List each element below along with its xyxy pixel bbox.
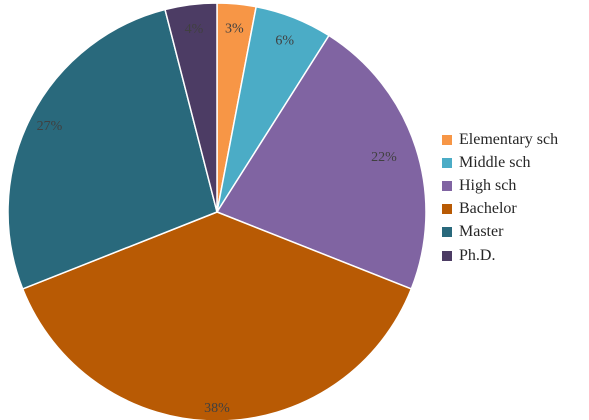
legend-swatch (442, 180, 452, 191)
legend-swatch (442, 134, 452, 145)
chart-legend: Elementary sch Middle sch High sch Bachelor… (442, 128, 558, 267)
legend-swatch (442, 157, 452, 168)
legend-label: Master (459, 223, 504, 241)
pie-slice-bachelor (21, 211, 413, 420)
pie-slice-high-sch (215, 34, 427, 290)
legend-label: Elementary sch (459, 130, 559, 148)
legend-item: Ph.D. (442, 244, 558, 267)
legend-item: Middle sch (442, 151, 558, 174)
data-label-high-sch: 22% (371, 150, 397, 165)
pie-slices (7, 2, 427, 420)
legend-label: Ph.D. (459, 246, 496, 264)
data-label-master: 27% (37, 119, 63, 134)
legend-item: Master (442, 221, 558, 244)
data-label-ph-d: 4% (185, 22, 204, 37)
pie-slice-ph-d (164, 2, 218, 213)
legend-item: Elementary sch (442, 128, 558, 151)
legend-label: High sch (459, 176, 517, 194)
legend-label: Bachelor (459, 200, 517, 218)
legend-swatch (442, 250, 452, 261)
legend-swatch (442, 227, 452, 238)
pie-data-labels: 3% 6% 22% 38% 27% 4% (37, 21, 398, 415)
pie-slice-master (7, 8, 218, 290)
data-label-middle-sch: 6% (275, 33, 294, 48)
data-label-elementary-sch: 3% (225, 21, 244, 36)
legend-item: High sch (442, 174, 558, 197)
legend-label: Middle sch (459, 153, 531, 171)
legend-item: Bachelor (442, 198, 558, 221)
legend-swatch (442, 204, 452, 215)
data-label-bachelor: 38% (204, 401, 230, 416)
